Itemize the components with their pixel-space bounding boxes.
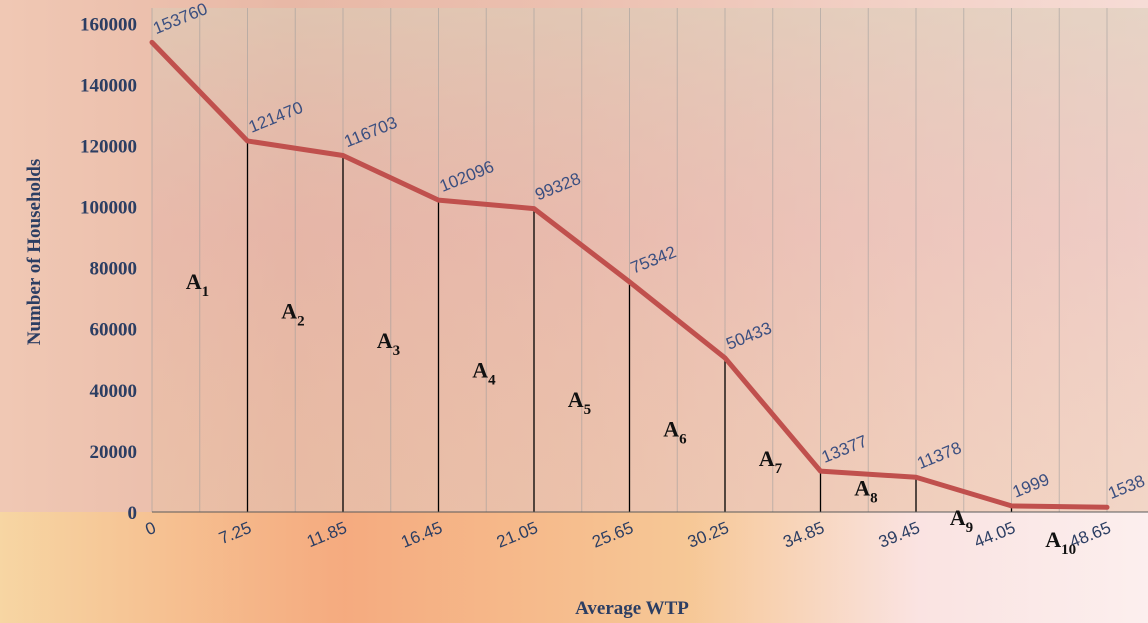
y-tick-label: 0 [128, 503, 138, 524]
y-tick-label: 80000 [90, 259, 138, 280]
y-tick-label: 60000 [90, 320, 138, 341]
y-tick-label: 40000 [90, 381, 138, 402]
area-label: A1 [186, 269, 209, 300]
y-axis-title: Number of Households [24, 159, 45, 346]
area-label: A10 [1045, 527, 1076, 558]
plot-background [152, 8, 1148, 512]
x-axis-title: Average WTP [575, 598, 689, 619]
y-tick-label: 100000 [80, 198, 137, 219]
area-label: A3 [377, 328, 400, 359]
area-label: A7 [759, 446, 783, 477]
area-dividers [246, 140, 1013, 512]
y-tick-label: 120000 [80, 136, 137, 157]
series-line [149, 39, 1110, 510]
x-axis-band [0, 512, 1148, 623]
y-tick-label: 20000 [90, 442, 138, 463]
area-label: A8 [854, 476, 877, 507]
area-label: A6 [663, 417, 687, 448]
area-label: A4 [472, 358, 496, 389]
area-label: A9 [950, 505, 973, 536]
y-axis-ticks: 0 20000 40000 60000 80000 100000 120000 140000 1… [80, 14, 137, 524]
y-tick-label: 160000 [80, 14, 137, 35]
area-label: A2 [281, 299, 304, 330]
area-label: A5 [568, 387, 591, 418]
area-labels: A1 A2 A3 A4 A5 A6 A7 A8 A9 A10 [186, 269, 1076, 558]
y-tick-label: 140000 [80, 75, 137, 96]
